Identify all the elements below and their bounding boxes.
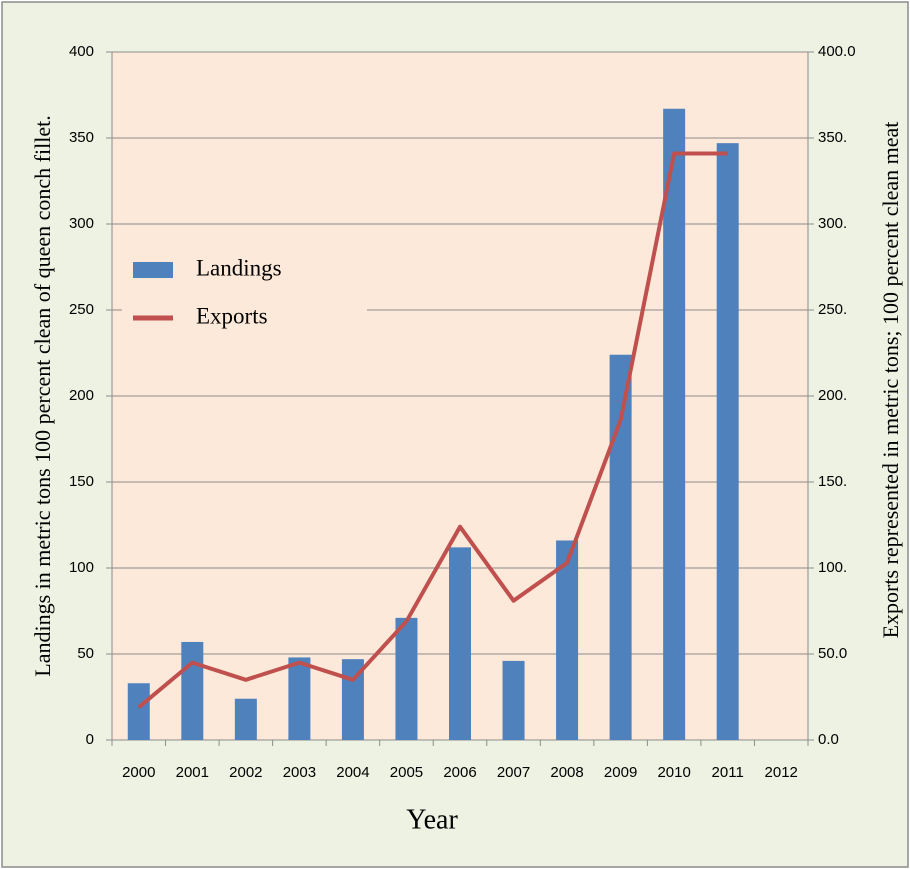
bar [556, 540, 579, 740]
x-tick-label: 2001 [176, 764, 209, 781]
bar [234, 698, 257, 740]
x-tick-label: 2006 [443, 764, 476, 781]
x-tick-label: 2012 [765, 764, 798, 781]
x-tick-label: 2000 [122, 764, 155, 781]
x-axis-title: Year [406, 804, 458, 835]
bar [449, 547, 471, 740]
y2-tick-label: 250. [818, 301, 847, 318]
legend-label: Exports [196, 303, 268, 328]
x-tick-label: 2010 [657, 764, 690, 781]
x-tick-label: 2002 [229, 764, 262, 781]
y-tick-label: 0 [86, 731, 94, 748]
y2-tick-label: 300. [818, 215, 847, 232]
x-tick-label: 2009 [604, 764, 637, 781]
x-tick-label: 2003 [283, 764, 316, 781]
legend-label: Landings [196, 255, 282, 280]
y2-tick-label: 350. [818, 129, 847, 146]
x-tick-label: 2008 [550, 764, 583, 781]
y-tick-label: 350 [69, 129, 94, 146]
y-tick-label: 300 [69, 215, 94, 232]
x-tick-label: 2007 [497, 764, 530, 781]
bar [181, 641, 204, 740]
x-tick-label: 2004 [336, 764, 369, 781]
bar [502, 660, 525, 740]
y2-tick-label: 400.0 [818, 43, 856, 60]
x-tick-label: 2005 [390, 764, 423, 781]
bar [127, 683, 150, 740]
bar [395, 617, 418, 740]
y2-tick-label: 100. [818, 559, 847, 576]
bar [288, 657, 311, 740]
y-tick-label: 100 [69, 559, 94, 576]
y2-tick-label: 50.0 [818, 645, 847, 662]
y-tick-label: 400 [69, 43, 94, 60]
y-tick-label: 50 [77, 645, 94, 662]
y-axis-title: Landings in metric tons 100 percent clea… [30, 115, 55, 676]
legend-swatch [133, 262, 173, 278]
bar [609, 354, 632, 740]
y2-tick-label: 150. [818, 473, 847, 490]
bar [663, 108, 686, 740]
x-tick-label: 2011 [712, 764, 744, 781]
y-tick-label: 250 [69, 301, 94, 318]
y-tick-label: 150 [69, 473, 94, 490]
y2-tick-label: 200. [818, 387, 847, 404]
line [137, 151, 728, 709]
y2-axis-title: Exports represented in metric tons; 100 … [878, 122, 903, 639]
legend-box [122, 245, 367, 340]
y-tick-label: 200 [69, 387, 94, 404]
bar [716, 143, 739, 740]
y2-tick-label: 0.0 [818, 731, 839, 748]
